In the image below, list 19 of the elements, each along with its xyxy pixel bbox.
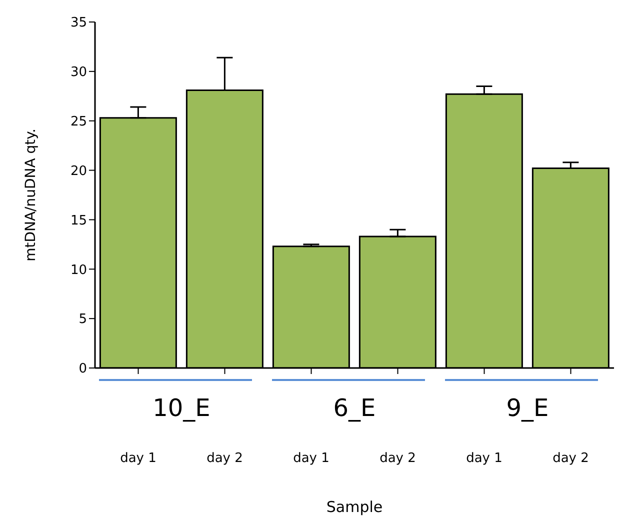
text: 9_E <box>505 394 550 422</box>
y-tick-label: 35 <box>70 16 87 31</box>
x-tick-label: day 2 <box>552 451 589 466</box>
y-tick-label: 30 <box>70 65 87 80</box>
x-tick-label: day 2 <box>206 451 243 466</box>
y-tick-label: 15 <box>70 213 87 228</box>
x-tick-label: day 1 <box>120 451 156 466</box>
y-tick-label: 10 <box>70 262 87 278</box>
x-tick-label: day 2 <box>380 451 416 466</box>
text: 10_E <box>152 394 212 422</box>
x-tick-label: day 1 <box>293 451 330 466</box>
y-tick-label: 0 <box>78 362 87 377</box>
y-axis-title: mtDNA/nuDNA qty. <box>22 128 39 262</box>
y-tick-label: 5 <box>78 312 87 328</box>
y-tick-label: 25 <box>70 114 87 130</box>
x-tick-label: day 1 <box>466 451 502 466</box>
x-axis-title: Sample <box>326 498 383 516</box>
y-tick-label: 20 <box>70 164 87 179</box>
text: 6_E <box>332 394 377 422</box>
